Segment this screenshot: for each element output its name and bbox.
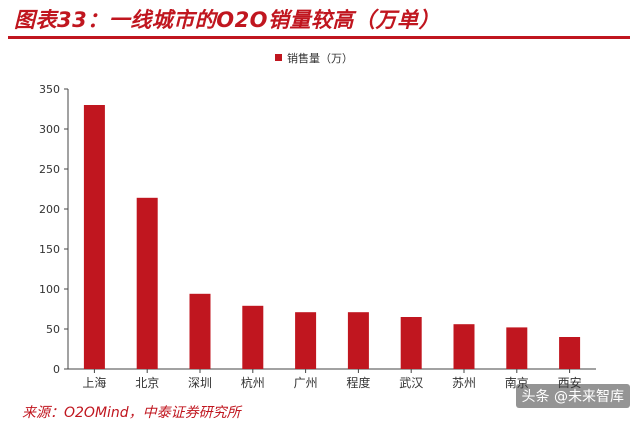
y-tick-label: 300 <box>39 123 60 136</box>
bar-chart: 050100150200250300350上海 北京 深圳 杭州 广州 程度 武汉 苏州 南京西… <box>39 51 596 390</box>
bar <box>242 305 264 369</box>
x-tick-label: 上海 <box>82 375 106 390</box>
y-tick-label: 50 <box>46 323 60 336</box>
y-tick-label: 250 <box>39 163 60 176</box>
x-tick-label: 程度 <box>346 375 370 390</box>
title-divider <box>8 36 630 39</box>
bar <box>506 327 528 369</box>
x-tick-label: 广州 <box>294 376 318 390</box>
x-tick-label: 武汉 <box>399 376 423 390</box>
x-tick-label: 北京 <box>135 376 159 390</box>
bar <box>559 337 581 369</box>
legend-label: 销售量（万） <box>287 51 353 65</box>
y-tick-label: 100 <box>39 283 60 296</box>
bar <box>83 105 105 369</box>
bar <box>453 324 475 369</box>
legend-swatch <box>275 54 282 61</box>
bar <box>347 312 369 369</box>
y-tick-label: 200 <box>39 203 60 216</box>
bar <box>400 317 422 369</box>
bar <box>136 197 158 369</box>
y-tick-label: 0 <box>53 363 60 376</box>
x-tick-label: 深圳 <box>188 376 212 390</box>
y-tick-label: 350 <box>39 83 60 96</box>
x-tick-label: 杭州 <box>241 375 265 390</box>
watermark: 头条 @未来智库 <box>515 384 630 408</box>
page-title: 图表33：一线城市的O2O销量较高（万单） <box>14 8 441 32</box>
x-tick-label: 苏州 <box>452 376 476 390</box>
source-note: 来源：O2OMind，中泰证券研究所 <box>22 405 241 421</box>
y-tick-label: 150 <box>39 243 60 256</box>
header: 图表33：一线城市的O2O销量较高（万单） <box>0 0 640 40</box>
bar <box>189 293 211 369</box>
bar <box>295 312 317 369</box>
